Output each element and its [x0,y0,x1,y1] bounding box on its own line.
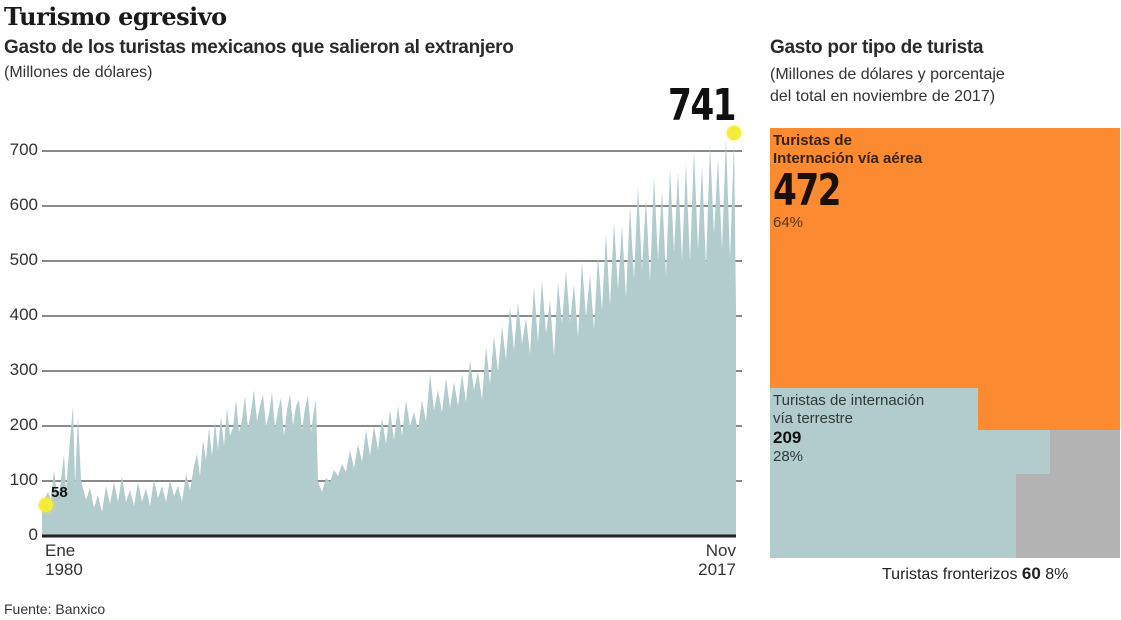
ytick-700: 700 [9,140,38,159]
start-value-label: 58 [51,484,68,501]
treemap: Turistas de Internación vía aérea 472 64… [770,128,1120,560]
treemap-terrestre-block-step1 [978,430,1050,474]
aerea-label-line2: Internación vía aérea [773,150,923,167]
terrestre-label-line2: vía terrestre [773,410,854,427]
treemap-fronterizos-block-step [1016,474,1120,558]
area-chart: 0 100 200 300 400 500 600 700 58 741 Ene… [0,80,760,590]
ytick-100: 100 [9,470,38,489]
terrestre-pct: 28% [773,448,804,465]
x-label-start-year: 1980 [45,560,83,579]
x-label-start: Ene 1980 [45,541,83,579]
ytick-500: 500 [9,250,38,269]
fronterizos-pct: 8% [1045,566,1069,583]
fronterizos-label: Turistas fronterizos [882,566,1018,583]
ytick-0: 0 [28,525,38,544]
treemap-unit-line2: del total en noviembre de 2017) [770,88,996,105]
treemap-fronterizos-block [1050,430,1120,474]
ytick-600: 600 [9,195,38,214]
treemap-fronterizos-label: Turistas fronterizos 60 8% [882,564,1068,584]
treemap-terrestre-block-step2 [978,474,1016,558]
terrestre-label-line1: Turistas de internación [773,392,925,409]
x-label-end-month: Nov [705,541,736,560]
chart-unit: (Millones de dólares) [4,64,153,81]
treemap-terrestre-label: Turistas de internación vía terrestre 20… [773,392,924,465]
end-value-label: 741 [668,80,737,131]
x-label-end: Nov 2017 [690,541,736,579]
aerea-label-line1: Turistas de [773,132,852,149]
treemap-unit-line1: (Millones de dólares y porcentaje [770,66,1005,83]
fronterizos-value: 60 [1021,564,1041,583]
treemap-aerea-block-step [978,386,1120,430]
source-note: Fuente: Banxico [4,601,106,617]
start-point-marker [39,498,53,512]
ytick-300: 300 [9,360,38,379]
treemap-unit: (Millones de dólares y porcentaje del to… [770,64,1120,108]
area-plot [42,138,742,538]
treemap-title: Gasto por tipo de turista [770,37,984,58]
ytick-200: 200 [9,415,38,434]
treemap-terrestre-block [770,388,978,558]
gridlines [42,150,742,482]
chart-subtitle: Gasto de los turistas mexicanos que sali… [4,37,514,58]
aerea-pct: 64% [773,214,804,231]
x-label-end-year: 2017 [698,560,736,579]
chart-title: Turismo egresivo [4,2,227,31]
x-label-start-month: Ene [45,541,76,560]
ytick-400: 400 [9,305,38,324]
end-point-marker [727,126,741,140]
terrestre-value: 209 [773,428,802,447]
aerea-value: 472 [773,165,842,216]
treemap-aerea-block [770,128,1120,388]
treemap-aerea-label: Turistas de Internación vía aérea 472 64… [773,132,922,231]
